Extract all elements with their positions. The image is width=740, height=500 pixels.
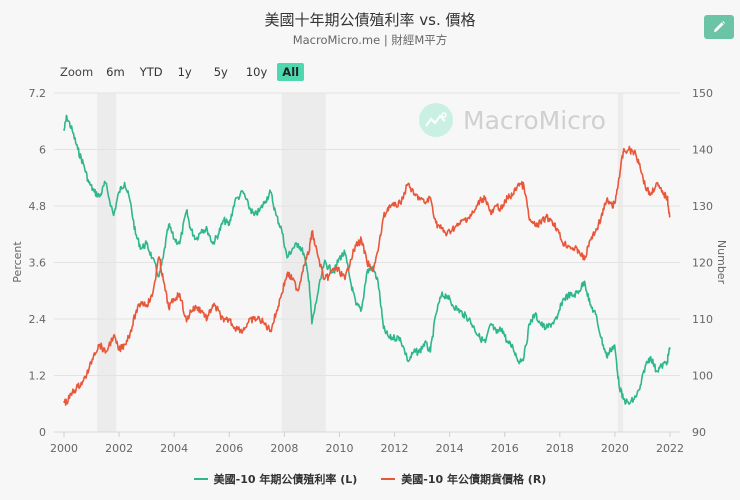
x-tick-label: 2022: [656, 442, 684, 455]
y-right-tick-label: 150: [692, 87, 713, 100]
legend-swatch-price: [381, 478, 396, 480]
pencil-icon: [714, 21, 725, 32]
edit-button[interactable]: [704, 15, 734, 39]
legend-label-yield: 美國-10 年期公債殖利率 (L): [213, 473, 358, 486]
legend-swatch-yield: [193, 478, 208, 480]
zoom-label: Zoom: [60, 65, 94, 79]
y-right-tick-label: 120: [692, 257, 713, 270]
y-axis-left-title: Percent: [11, 241, 24, 283]
y-axis-right: 90 100 110 120 130 140 150: [692, 87, 713, 439]
x-tick-label: 2020: [601, 442, 629, 455]
x-tick-label: 2008: [270, 442, 298, 455]
y-left-tick-label: 1.2: [29, 370, 47, 383]
chart-subtitle: MacroMicro.me | 財經M平方: [292, 33, 448, 47]
x-axis: 2000 2002 2004 2006 2008 2010 2012 2014 2016 2018…: [50, 431, 684, 455]
y-right-tick-label: 90: [692, 426, 706, 439]
zoom-5y-button[interactable]: 5y: [213, 65, 228, 79]
y-axis-right-title: Number: [715, 240, 728, 285]
x-tick-label: 2006: [215, 442, 243, 455]
zoom-ytd-button[interactable]: YTD: [139, 65, 163, 79]
y-axis-left: 0 1.2 2.4 3.6 4.8 6 7.2: [29, 87, 47, 439]
y-left-tick-label: 0: [39, 426, 46, 439]
legend-item-yield[interactable]: 美國-10 年期公債殖利率 (L): [193, 471, 358, 487]
line-chart[interactable]: 0 1.2 2.4 3.6 4.8 6 7.2 90 100 110 120 130 140 150 2…: [0, 0, 740, 470]
zoom-all-button[interactable]: All: [277, 63, 305, 81]
zoom-10y-button[interactable]: 10y: [245, 65, 268, 79]
y-left-tick-label: 3.6: [29, 257, 47, 270]
x-tick-label: 2004: [160, 442, 188, 455]
y-left-tick-label: 2.4: [29, 313, 47, 326]
legend-item-price[interactable]: 美國-10 年公債期貨價格 (R): [381, 471, 546, 487]
x-tick-label: 2014: [436, 442, 464, 455]
watermark: MacroMicro: [419, 103, 606, 137]
series-line: [63, 145, 671, 406]
watermark-text: MacroMicro: [463, 105, 606, 135]
legend: 美國-10 年期公債殖利率 (L) 美國-10 年公債期貨價格 (R): [0, 471, 740, 487]
zoom-range-selector: Zoom 6m YTD 1y 5y 10y All: [60, 63, 309, 81]
series-line: [63, 114, 671, 405]
y-left-tick-label: 4.8: [29, 200, 47, 213]
x-tick-label: 2000: [50, 442, 78, 455]
y-left-tick-label: 7.2: [29, 87, 47, 100]
y-right-tick-label: 130: [692, 200, 713, 213]
x-tick-label: 2012: [381, 442, 409, 455]
y-left-tick-label: 6: [39, 144, 46, 157]
chart-title: 美國十年期公債殖利率 vs. 價格: [264, 11, 476, 29]
macromicro-logo-icon: [419, 103, 453, 137]
y-right-tick-label: 140: [692, 144, 713, 157]
series-lines: [63, 114, 671, 406]
y-right-tick-label: 100: [692, 370, 713, 383]
legend-label-price: 美國-10 年公債期貨價格 (R): [401, 473, 547, 486]
x-tick-label: 2018: [546, 442, 574, 455]
zoom-1y-button[interactable]: 1y: [177, 65, 192, 79]
y-right-tick-label: 110: [692, 313, 713, 326]
zoom-6m-button[interactable]: 6m: [106, 65, 125, 79]
x-tick-label: 2010: [325, 442, 353, 455]
x-tick-label: 2002: [105, 442, 133, 455]
x-tick-label: 2016: [491, 442, 519, 455]
